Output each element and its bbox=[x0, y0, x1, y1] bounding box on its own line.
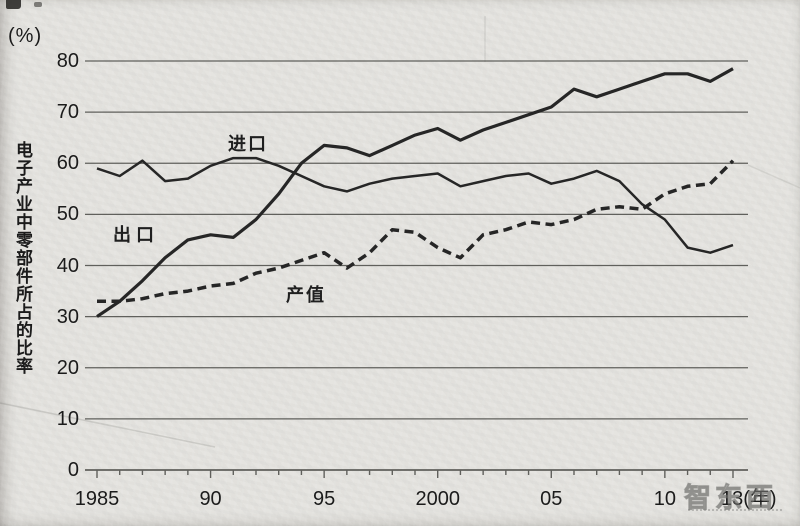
x-tick-label: 95 bbox=[313, 488, 336, 510]
x-tick-label: 90 bbox=[199, 488, 222, 510]
scan-scratch bbox=[747, 164, 800, 189]
series-label-export: 出口 bbox=[113, 225, 159, 245]
gridlines bbox=[85, 60, 748, 471]
line-output-value bbox=[97, 159, 735, 304]
line-import bbox=[96, 156, 734, 254]
x-tick-label: 2000 bbox=[415, 488, 460, 510]
scan-artifacts bbox=[0, 16, 800, 448]
y-tick-label: 10 bbox=[56, 407, 79, 430]
x-tick-label: 05 bbox=[540, 488, 563, 510]
axis-ticks bbox=[96, 470, 734, 478]
y-tick-label: 70 bbox=[56, 101, 79, 124]
x-tick-label: 10 bbox=[653, 488, 676, 510]
data-lines bbox=[96, 67, 735, 318]
y-tick-label: 30 bbox=[56, 305, 79, 328]
x-tick-label: 1985 bbox=[74, 488, 120, 510]
watermark-logo: 智东西 bbox=[684, 483, 777, 514]
x-tick-label: 13(年) bbox=[720, 488, 777, 510]
scan-artifact-mark bbox=[6, 0, 21, 9]
y-tick-label: 0 bbox=[67, 459, 79, 481]
y-tick-label: 80 bbox=[56, 50, 79, 72]
series-label-output-value: 产值 bbox=[286, 285, 326, 305]
y-tick-label: 50 bbox=[56, 203, 79, 226]
y-axis-unit-label: (%) bbox=[8, 25, 43, 47]
y-tick-label: 40 bbox=[56, 254, 79, 277]
y-tick-label: 60 bbox=[56, 152, 79, 175]
line-export bbox=[96, 67, 734, 318]
scan-artifact-mark bbox=[34, 2, 42, 7]
series-label-import: 进口 bbox=[228, 134, 268, 154]
watermark-subtext bbox=[688, 506, 782, 511]
scan-scratch bbox=[0, 402, 216, 448]
y-tick-label: 20 bbox=[56, 356, 79, 379]
y-axis-title: 电子产业中零部件所占的比率 bbox=[13, 141, 32, 375]
